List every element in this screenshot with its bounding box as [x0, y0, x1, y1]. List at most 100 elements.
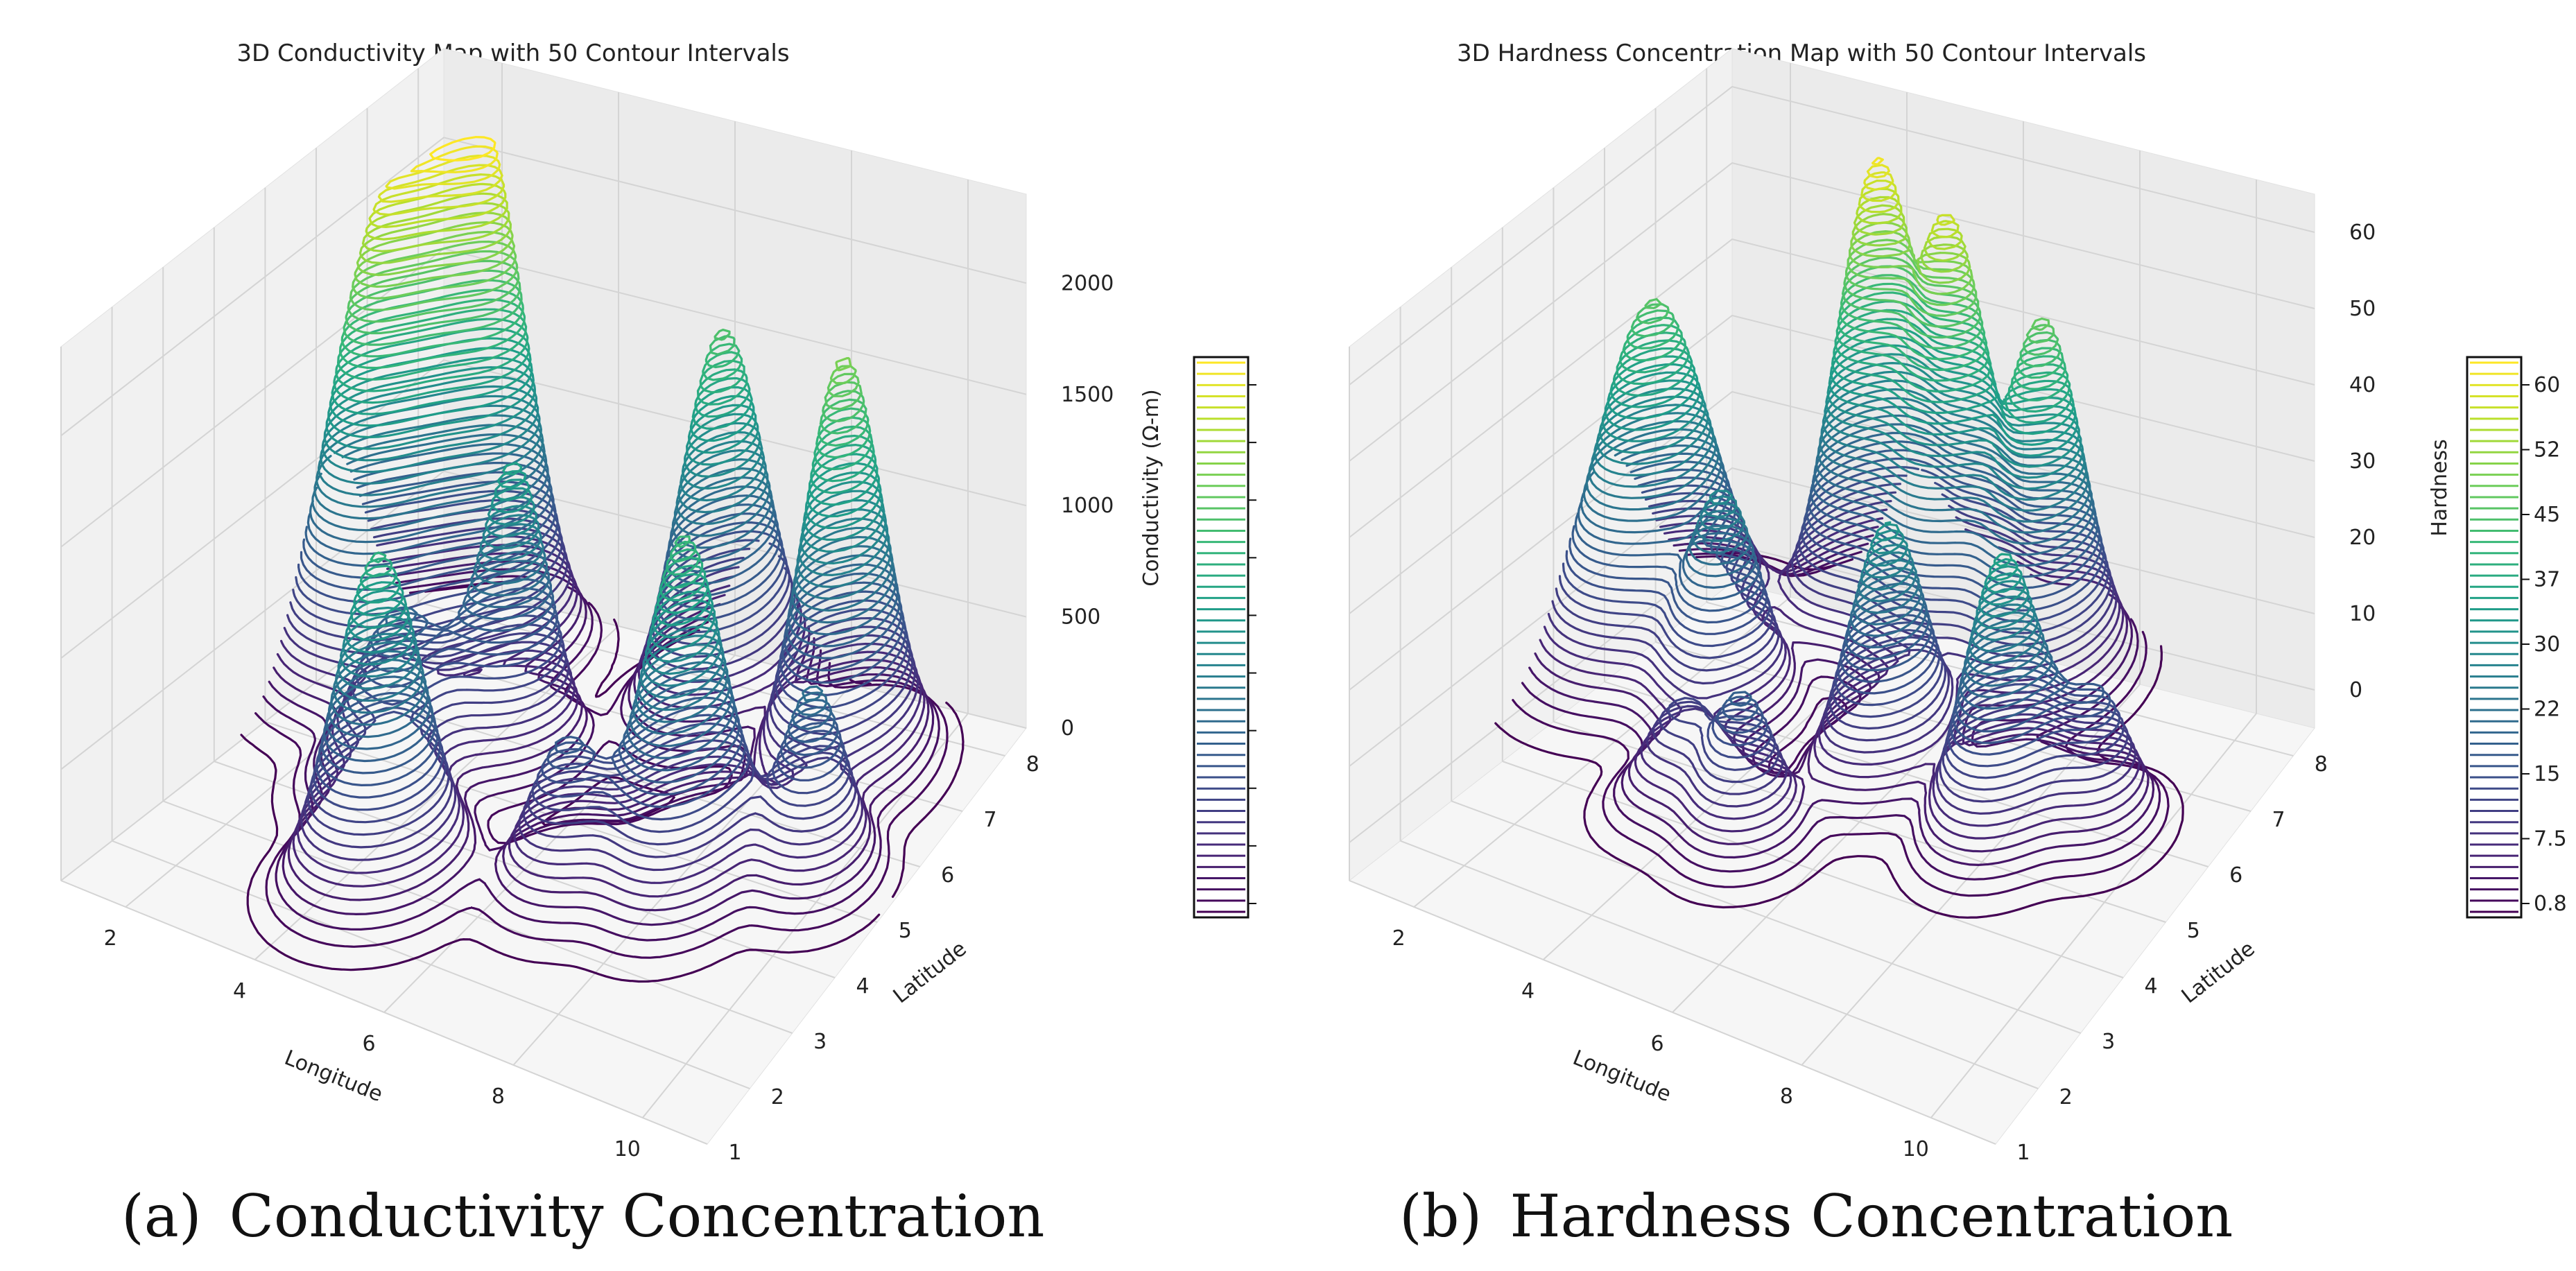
caption-b: (b) Hardness Concentration — [1399, 1182, 2233, 1250]
conductivity-xtick: 10 — [614, 1137, 641, 1161]
hardness-colorbar-label: 37 — [2534, 568, 2560, 592]
hardness-colorbar-label: 45 — [2534, 503, 2560, 527]
hardness-3d-contour-chart: 3D Hardness Concentration Map with 50 Co… — [1349, 40, 2567, 1165]
hardness-contours — [1494, 157, 2184, 919]
hardness-colorbar-label: 15 — [2534, 762, 2560, 786]
hardness-colorbar-label: 22 — [2534, 698, 2560, 722]
conductivity-xtick: 2 — [104, 926, 117, 951]
conductivity-title: 3D Conductivity Map with 50 Contour Inte… — [236, 40, 789, 67]
hardness-ztick: 0 — [2349, 678, 2362, 702]
hardness-contour-level — [1616, 309, 2071, 413]
conductivity-contour-level — [410, 145, 499, 173]
conductivity-contour-level — [356, 221, 514, 277]
conductivity-xtick: 4 — [233, 979, 246, 1003]
hardness-colorbar-label: 52 — [2534, 438, 2560, 462]
conductivity-ytick: 1 — [728, 1141, 741, 1165]
conductivity-ytick: 6 — [941, 863, 954, 888]
hardness-colorbar-label: 7.5 — [2534, 827, 2567, 851]
conductivity-contour-level — [368, 182, 507, 228]
conductivity-contour-level — [315, 414, 892, 711]
conductivity-ytick: 4 — [856, 974, 869, 998]
hardness-contour-level — [1866, 164, 1890, 179]
hardness-ztick: 40 — [2349, 373, 2376, 397]
conductivity-contour-level — [429, 136, 496, 162]
conductivity-ztick: 1500 — [1061, 383, 1114, 407]
hardness-contour-level — [1528, 542, 2155, 866]
conductivity-grid-y — [60, 880, 708, 1145]
hardness-colorbar-label: 60 — [2534, 373, 2560, 397]
conductivity-plot: 3D Conductivity Map with 50 Contour Inte… — [60, 40, 1256, 1165]
conductivity-xtick: 8 — [492, 1084, 505, 1109]
hardness-xtick: 2 — [1392, 926, 1406, 951]
hardness-contour-level — [1604, 344, 2079, 594]
conductivity-contour-level — [337, 308, 874, 576]
conductivity-colorbar-frame — [1193, 356, 1250, 919]
hardness-grid-z — [1349, 543, 2315, 843]
hardness-ztick: 50 — [2349, 297, 2376, 321]
hardness-grid-x — [1930, 713, 2257, 1118]
caption-a-text: Conductivity Concentration — [229, 1182, 1045, 1250]
conductivity-ztick: 2000 — [1061, 271, 1114, 295]
hardness-grid-z — [1349, 162, 2315, 462]
hardness-contour-level — [1626, 282, 2064, 379]
hardness-grid-z — [1349, 467, 2315, 767]
hardness-contour-level — [1851, 213, 1969, 273]
caption-b-tag: (b) — [1399, 1182, 1483, 1250]
caption-b-text: Hardness Concentration — [1510, 1182, 2233, 1250]
hardness-grid-z — [1349, 85, 2315, 386]
hardness-contour-level — [1568, 457, 2111, 744]
conductivity-contour-level — [292, 508, 912, 833]
hardness-xtick: 6 — [1650, 1032, 1663, 1056]
hardness-grid-z — [1349, 390, 2315, 691]
conductivity-xtick: 6 — [362, 1032, 375, 1056]
conductivity-grid-x — [383, 655, 736, 1013]
hardness-grid-y — [1349, 880, 1996, 1145]
hardness-ylabel: Latitude — [2177, 937, 2260, 1009]
conductivity-grid-y — [162, 800, 793, 1034]
hardness-ytick: 6 — [2229, 863, 2242, 888]
conductivity-contour-level — [335, 318, 875, 589]
conductivity-ztick: 500 — [1061, 605, 1100, 630]
hardness-ztick: 10 — [2349, 602, 2376, 626]
conductivity-zlabel: Conductivity (Ω-m) — [1139, 389, 1164, 587]
conductivity-grid-x — [254, 625, 619, 960]
hardness-contour-level — [1872, 157, 1884, 166]
conductivity-contour-level — [325, 366, 883, 651]
hardness-ztick: 60 — [2349, 221, 2376, 245]
hardness-ytick: 2 — [2059, 1085, 2073, 1109]
hardness-colorbar: 0.8 7.5 15 22 30 37 45 52 60 — [2466, 356, 2567, 919]
hardness-ytick: 1 — [2016, 1141, 2030, 1165]
conductivity-ytick: 8 — [1026, 752, 1039, 777]
hardness-xtick: 10 — [1903, 1137, 1929, 1161]
hardness-ytick: 5 — [2187, 919, 2200, 943]
caption-a-tag: (a) — [121, 1182, 202, 1250]
conductivity-grid-z — [60, 137, 1027, 437]
hardness-grid-y — [1400, 840, 2039, 1089]
conductivity-ztick: 1000 — [1061, 494, 1114, 518]
conductivity-grid-x — [512, 684, 852, 1066]
hardness-contour-level — [1609, 327, 2075, 568]
conductivity-contour-level — [372, 173, 505, 216]
hardness-grid-z — [1349, 314, 2315, 614]
hardness-ytick: 3 — [2102, 1030, 2115, 1054]
conductivity-colorbar — [1193, 356, 1256, 919]
hardness-grid-x — [1413, 596, 1791, 908]
hardness-chart-panel: 3D Hardness Concentration Map with 50 Co… — [1288, 0, 2576, 1179]
hardness-contour-level — [1574, 440, 2099, 721]
conductivity-chart-panel: 3D Conductivity Map with 50 Contour Inte… — [0, 0, 1288, 1179]
conductivity-grid-z — [60, 470, 1027, 770]
hardness-grid-y — [1502, 761, 2124, 978]
hardness-contour-level — [1555, 491, 2129, 791]
hardness-contour-level — [1644, 256, 2055, 344]
conductivity-grid-y — [112, 840, 750, 1089]
hardness-contour-level — [1845, 248, 2050, 331]
conductivity-contour-level — [385, 155, 501, 190]
hardness-contour-level — [1601, 353, 2080, 606]
hardness-contour-level — [1543, 517, 2141, 827]
hardness-colorbar-label: 30 — [2534, 632, 2560, 657]
hardness-contour-level — [1593, 379, 2086, 641]
hardness-ztick: 30 — [2349, 449, 2376, 474]
hardness-ztick: 20 — [2349, 526, 2376, 550]
hardness-plot: 3D Hardness Concentration Map with 50 Co… — [1349, 40, 2567, 1165]
conductivity-3d-contour-chart: 3D Conductivity Map with 50 Contour Inte… — [60, 40, 1256, 1165]
